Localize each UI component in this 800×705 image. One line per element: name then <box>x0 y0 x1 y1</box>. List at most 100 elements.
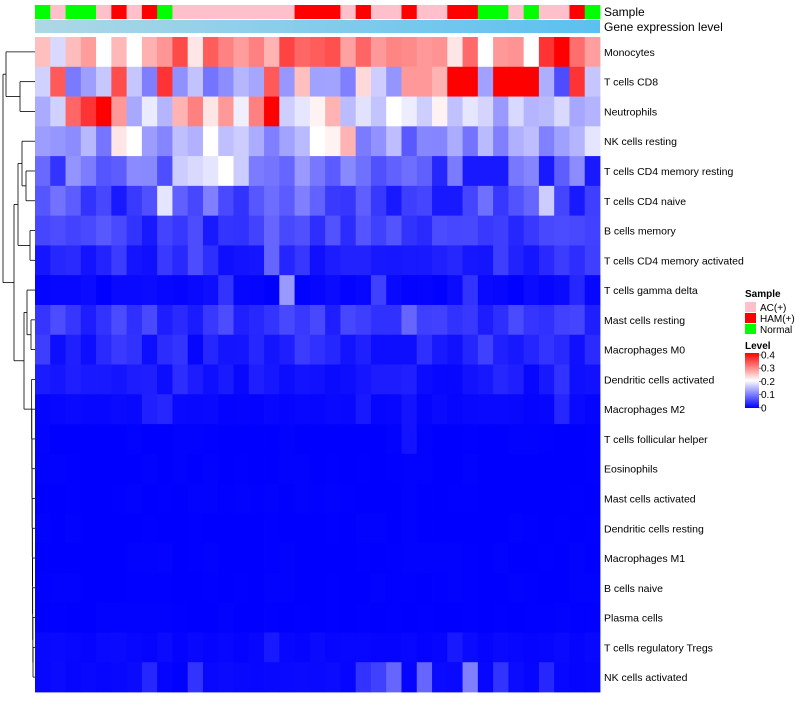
heatmap-cell <box>80 156 97 187</box>
heatmap-cell <box>80 572 97 604</box>
heatmap-cell <box>126 334 143 365</box>
heatmap-cell <box>370 334 387 365</box>
heatmap-cell <box>538 156 555 187</box>
heatmap-cell <box>264 156 280 187</box>
heatmap-cell <box>50 37 66 68</box>
heatmap-cell <box>477 602 494 633</box>
heatmap-cell <box>233 662 250 693</box>
heatmap-cell <box>538 602 555 633</box>
heatmap-cell <box>386 424 402 455</box>
heatmap-cell <box>416 185 433 217</box>
heatmap-cell <box>218 483 234 514</box>
heatmap-cell <box>538 126 555 157</box>
heatmap-cell <box>401 543 418 574</box>
heatmap-cell <box>523 513 540 544</box>
heatmap-cell <box>325 662 341 693</box>
heatmap-cell <box>416 334 433 365</box>
heatmap-cell <box>248 453 265 484</box>
heatmap-cell <box>340 394 357 425</box>
row-label: B cells naive <box>604 583 663 595</box>
heatmap-cell <box>233 543 250 574</box>
heatmap-cell <box>172 66 189 97</box>
heatmap-cell <box>325 334 341 365</box>
heatmap-cell <box>111 394 128 425</box>
heatmap-cell <box>233 394 250 425</box>
heatmap-cell <box>569 37 586 68</box>
heatmap-cell <box>401 364 418 395</box>
heatmap-cell <box>157 662 173 693</box>
heatmap-cell <box>462 602 479 633</box>
heatmap-cell <box>218 513 234 544</box>
heatmap-cell <box>80 185 97 217</box>
heatmap-cell <box>416 483 433 514</box>
heatmap-cell <box>35 334 51 365</box>
heatmap-cell <box>569 66 586 97</box>
heatmap-cell <box>401 185 418 217</box>
heatmap-cell <box>569 185 586 217</box>
heatmap-cell <box>35 662 51 693</box>
heatmap-cell <box>126 156 143 187</box>
heatmap-cell <box>325 185 341 217</box>
heatmap-cell <box>35 513 51 544</box>
heatmap-cell <box>248 304 265 336</box>
heatmap-cell <box>584 66 601 97</box>
row-label: Monocytes <box>604 47 655 59</box>
heatmap-cell <box>370 632 387 663</box>
heatmap-cell <box>447 185 463 217</box>
heatmap-cell <box>141 156 158 187</box>
heatmap-cell <box>447 483 463 514</box>
heatmap-cell <box>416 453 433 484</box>
heatmap-cell <box>325 572 341 604</box>
heatmap-cell <box>233 156 250 187</box>
heatmap-cell <box>340 66 357 97</box>
heatmap-cell <box>141 632 158 663</box>
heatmap-cell <box>523 66 540 97</box>
heatmap-cell <box>477 66 494 97</box>
heatmap-cell <box>96 662 112 693</box>
heatmap-cell <box>386 394 402 425</box>
heatmap-cell <box>294 602 311 633</box>
heatmap-cell <box>401 96 418 127</box>
row-label: NK cells resting <box>604 136 677 148</box>
heatmap-cell <box>65 215 82 246</box>
heatmap-cell <box>462 543 479 574</box>
heatmap-cell <box>432 126 448 157</box>
heatmap-cell <box>416 304 433 336</box>
heatmap-cell <box>355 483 372 514</box>
heatmap-cell <box>96 215 112 246</box>
gene-expression-bar <box>35 20 600 33</box>
heatmap-cell <box>80 483 97 514</box>
heatmap-cell <box>355 632 372 663</box>
heatmap-cell <box>65 483 82 514</box>
heatmap-cell <box>172 185 189 217</box>
heatmap-cell <box>50 483 66 514</box>
heatmap-cell <box>477 215 494 246</box>
heatmap-cell <box>50 66 66 97</box>
heatmap-cell <box>111 632 128 663</box>
sample-cell <box>538 5 555 19</box>
heatmap-cell <box>279 185 295 217</box>
heatmap-cell <box>523 156 540 187</box>
heatmap-cell <box>401 37 418 68</box>
heatmap-cell <box>218 602 234 633</box>
sample-cell <box>340 5 357 19</box>
heatmap-cell <box>432 424 448 455</box>
heatmap-cell <box>264 453 280 484</box>
heatmap-cell <box>187 215 204 246</box>
heatmap-cell <box>523 215 540 246</box>
heatmap-cell <box>294 304 311 336</box>
heatmap-cell <box>432 364 448 395</box>
heatmap-cell <box>477 126 494 157</box>
heatmap-cell <box>508 543 525 574</box>
heatmap-cell <box>477 662 494 693</box>
heatmap-cell <box>386 275 402 306</box>
heatmap-cell <box>584 662 601 693</box>
heatmap-cell <box>264 483 280 514</box>
sample-cell <box>309 5 326 19</box>
heatmap-cell <box>493 632 509 663</box>
heatmap-cell <box>340 602 357 633</box>
heatmap-cell <box>523 185 540 217</box>
heatmap-cell <box>80 543 97 574</box>
heatmap-cell <box>340 334 357 365</box>
heatmap-cell <box>65 96 82 127</box>
